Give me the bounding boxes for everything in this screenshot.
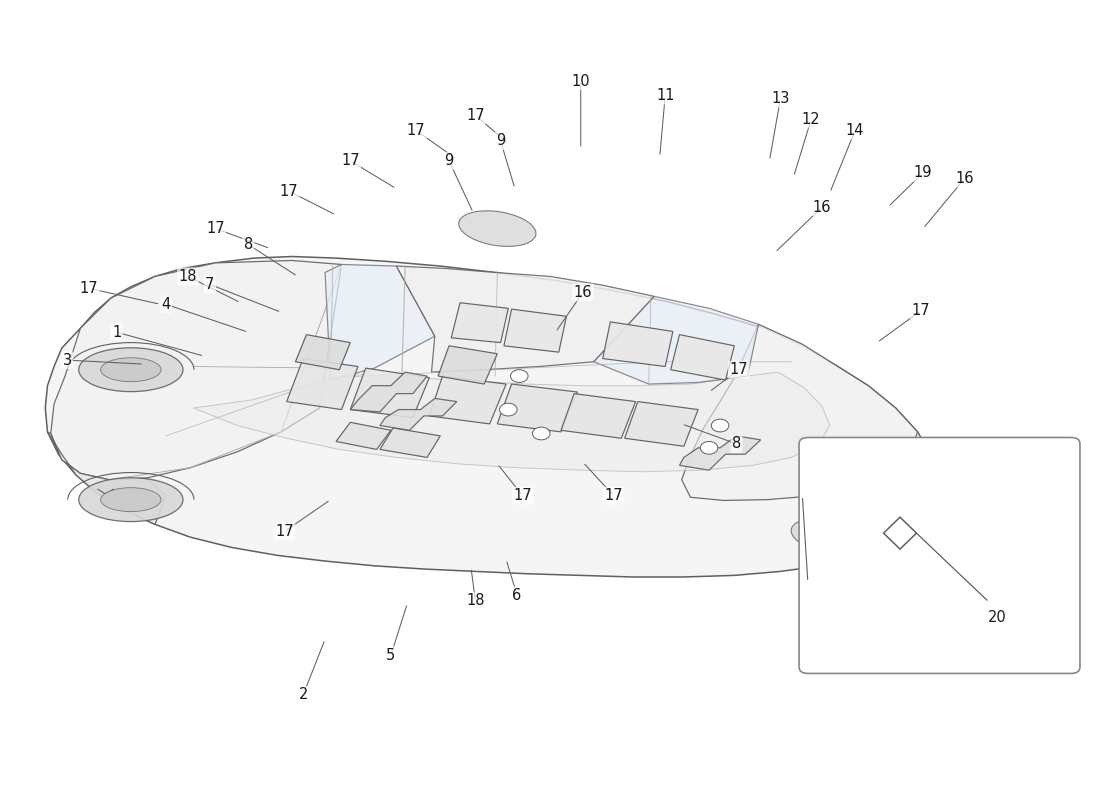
Text: 16: 16 — [574, 285, 592, 300]
Polygon shape — [350, 368, 429, 418]
Ellipse shape — [791, 518, 868, 554]
Text: 17: 17 — [466, 108, 485, 123]
Circle shape — [532, 427, 550, 440]
Text: 1: 1 — [112, 325, 121, 340]
Polygon shape — [603, 322, 673, 366]
Polygon shape — [396, 266, 654, 372]
Text: 0865: 0865 — [506, 450, 591, 478]
Polygon shape — [287, 358, 358, 410]
Text: 17: 17 — [206, 221, 224, 236]
Polygon shape — [45, 257, 936, 577]
Polygon shape — [451, 302, 508, 342]
Polygon shape — [194, 372, 829, 472]
Text: 17: 17 — [341, 154, 360, 168]
Text: 17: 17 — [729, 362, 748, 378]
Text: 11: 11 — [656, 88, 674, 103]
Text: 5: 5 — [386, 648, 396, 662]
Ellipse shape — [79, 348, 183, 392]
Text: 16: 16 — [956, 171, 974, 186]
Polygon shape — [350, 372, 427, 412]
Circle shape — [701, 442, 718, 454]
Text: 17: 17 — [80, 281, 99, 296]
Text: 8: 8 — [243, 237, 253, 252]
Circle shape — [499, 403, 517, 416]
Circle shape — [510, 370, 528, 382]
Text: 16: 16 — [813, 199, 832, 214]
Text: 8: 8 — [732, 436, 741, 451]
Polygon shape — [379, 428, 440, 458]
Text: 12: 12 — [802, 112, 821, 127]
Text: 17: 17 — [514, 488, 532, 503]
Text: 6: 6 — [513, 588, 521, 603]
Text: 17: 17 — [407, 123, 426, 138]
Ellipse shape — [101, 358, 161, 382]
Ellipse shape — [101, 488, 161, 512]
Text: 17: 17 — [912, 303, 931, 318]
Polygon shape — [47, 432, 166, 524]
Polygon shape — [438, 346, 497, 384]
Polygon shape — [625, 402, 698, 446]
Polygon shape — [429, 376, 506, 424]
Text: 4: 4 — [162, 297, 170, 312]
Polygon shape — [561, 394, 636, 438]
Polygon shape — [497, 384, 578, 432]
Text: 10: 10 — [571, 74, 590, 89]
Circle shape — [712, 419, 729, 432]
Text: 17: 17 — [604, 488, 623, 503]
Polygon shape — [379, 398, 456, 430]
Polygon shape — [680, 436, 761, 470]
Text: 9: 9 — [496, 134, 505, 149]
Polygon shape — [326, 265, 434, 380]
Polygon shape — [336, 422, 390, 450]
Text: a passion for quality: a passion for quality — [111, 494, 338, 514]
Text: 20: 20 — [988, 610, 1007, 626]
Text: 3: 3 — [63, 353, 72, 368]
Polygon shape — [682, 324, 917, 501]
Polygon shape — [296, 334, 350, 370]
Text: ELINC: ELINC — [111, 377, 374, 455]
Text: 9: 9 — [444, 154, 453, 168]
Polygon shape — [51, 261, 341, 480]
Text: 18: 18 — [466, 594, 485, 608]
Ellipse shape — [459, 211, 536, 246]
Polygon shape — [594, 296, 759, 384]
FancyBboxPatch shape — [799, 438, 1080, 674]
Polygon shape — [504, 309, 566, 352]
Text: 7: 7 — [206, 277, 214, 292]
Text: 2: 2 — [298, 687, 308, 702]
Text: 19: 19 — [914, 166, 933, 180]
Text: 13: 13 — [771, 91, 790, 106]
Text: 17: 17 — [275, 524, 294, 539]
Text: 14: 14 — [846, 123, 865, 138]
Text: 18: 18 — [178, 269, 197, 284]
Text: 17: 17 — [279, 184, 298, 198]
Ellipse shape — [79, 478, 183, 522]
Polygon shape — [883, 517, 916, 549]
Polygon shape — [671, 334, 735, 380]
